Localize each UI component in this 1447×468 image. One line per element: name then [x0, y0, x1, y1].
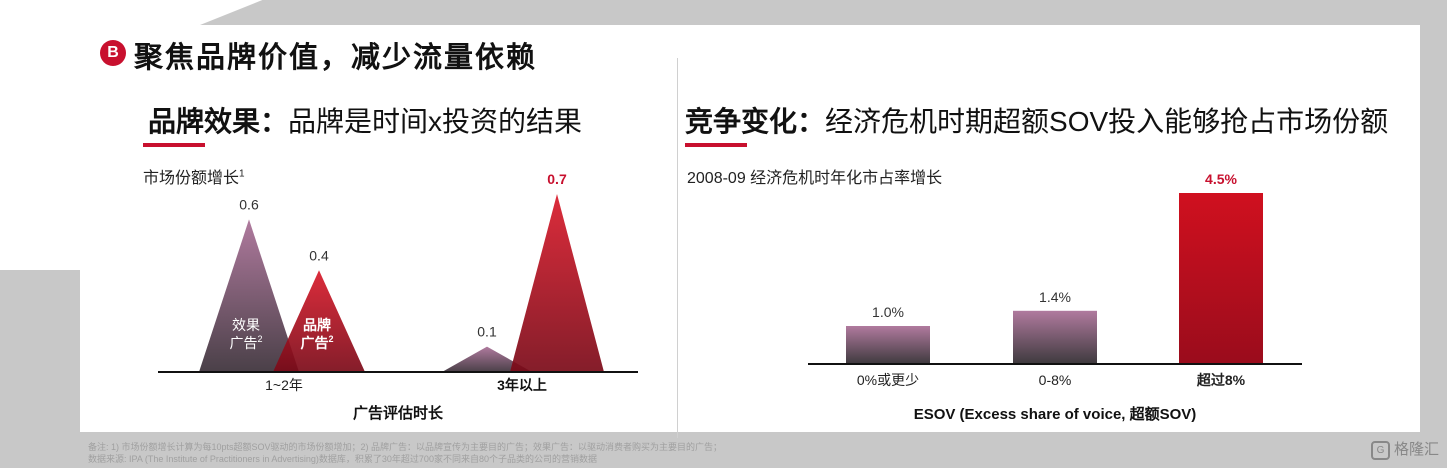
area-peak-效果广告-1~2年	[199, 219, 299, 372]
right-heading-rest: 经济危机时期超额SOV投入能够抢占市场份额	[825, 106, 1389, 137]
left-heading-underline	[143, 143, 205, 147]
section-badge: B	[100, 40, 126, 66]
series-label-brand-sup: 2	[328, 334, 333, 344]
series-label-brand-line2-text: 广告	[300, 335, 328, 351]
footnote-line-2: 数据来源: IPA (The Institute of Practitioner…	[88, 454, 597, 464]
left-heading-bold: 品牌效果：	[148, 106, 289, 137]
area-value-label-3: 0.7	[547, 171, 567, 187]
bar-0	[846, 326, 930, 364]
right-heading-underline	[685, 143, 747, 147]
area-value-label-2: 0.1	[477, 324, 497, 340]
left-chart-title: 市场份额增长1	[143, 164, 245, 188]
right-heading-bold: 竞争变化：	[685, 106, 826, 137]
series-label-effect-line2-text: 广告	[229, 335, 257, 351]
left-heading: 品牌效果：品牌是时间x投资的结果	[148, 100, 582, 140]
right-chart-title: 2008-09 经济危机时年化市占率增长	[687, 170, 943, 187]
area-peak-品牌广告-3年以上	[510, 194, 604, 372]
left-heading-rest: 品牌是时间x投资的结果	[288, 106, 583, 137]
area-peak-品牌广告-1~2年	[273, 270, 365, 372]
bar-value-label-1: 1.4%	[1039, 289, 1071, 305]
page-title: 聚焦品牌价值，减少流量依赖	[134, 42, 538, 74]
footnote-line-1: 备注: 1) 市场份额增长计算为每10pts超额SOV驱动的市场份额增加；2) …	[88, 442, 723, 452]
area-x-axis-label: 广告评估时长	[353, 404, 444, 422]
series-label-brand-line2: 广告2	[300, 334, 333, 351]
left-chart-title-text: 市场份额增长	[143, 170, 240, 187]
background-shape-bottom	[0, 432, 1447, 468]
series-label-effect-line2: 广告2	[229, 334, 262, 351]
brand-watermark: G 格隆汇	[1370, 438, 1439, 460]
area-value-label-0: 0.6	[239, 196, 259, 212]
bar-1	[1013, 310, 1097, 364]
section-divider	[677, 58, 678, 438]
bar-2	[1179, 193, 1263, 364]
bar-x-axis-label: ESOV (Excess share of voice, 超额SOV)	[914, 405, 1197, 423]
area-peak-效果广告-3年以上	[442, 346, 532, 372]
series-label-effect-line1: 效果	[232, 317, 260, 333]
bar-x-tick-2: 超过8%	[1196, 372, 1246, 388]
bar-x-tick-0: 0%或更少	[857, 372, 919, 388]
area-x-tick-1: 1~2年	[265, 377, 303, 393]
area-x-tick-2: 3年以上	[497, 377, 547, 393]
bar-value-label-0: 1.0%	[872, 304, 904, 320]
right-heading: 竞争变化：经济危机时期超额SOV投入能够抢占市场份额	[685, 100, 1388, 140]
series-label-effect-sup: 2	[257, 334, 262, 344]
left-chart-title-sup: 1	[239, 168, 245, 180]
area-value-label-1: 0.4	[309, 247, 329, 263]
background-shape-top	[200, 0, 1447, 25]
gelonghui-logo-icon: G	[1370, 441, 1390, 460]
bar-x-tick-1: 0-8%	[1039, 372, 1072, 388]
background-shape-right	[1420, 0, 1447, 468]
brand-label: 格隆汇	[1393, 441, 1439, 459]
series-label-brand-line1: 品牌	[303, 317, 331, 333]
bar-value-label-2: 4.5%	[1205, 171, 1237, 187]
